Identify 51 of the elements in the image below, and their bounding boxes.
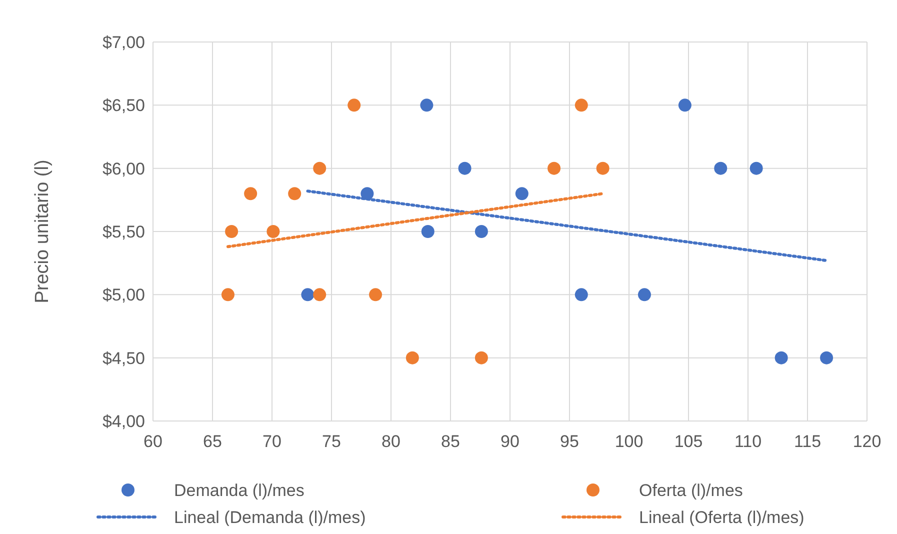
- y-tick-label: $6,00: [102, 159, 145, 178]
- y-tick-label: $4,50: [102, 348, 145, 368]
- legend-label: Oferta (l)/mes: [639, 481, 743, 500]
- y-tick-label: $7,00: [102, 33, 145, 52]
- point: [421, 225, 434, 238]
- x-tick-label: 75: [322, 432, 341, 451]
- x-tick-label: 80: [382, 432, 400, 451]
- x-tick-label: 115: [794, 432, 822, 451]
- point: [301, 288, 314, 302]
- point: [515, 187, 528, 200]
- point: [548, 162, 561, 175]
- y-tick-label: $6,50: [102, 96, 145, 116]
- point: [750, 162, 763, 175]
- point: [474, 225, 488, 238]
- point: [474, 351, 488, 364]
- point: [420, 98, 434, 112]
- point: [574, 98, 588, 112]
- point: [596, 162, 610, 175]
- point: [244, 187, 258, 200]
- x-tick-label: 60: [144, 432, 162, 451]
- point: [348, 98, 361, 112]
- x-tick-label: 105: [674, 432, 703, 451]
- x-tick-label: 85: [441, 432, 460, 451]
- point: [266, 225, 280, 238]
- point: [369, 288, 382, 302]
- point: [225, 225, 238, 238]
- x-tick-label: 120: [852, 432, 882, 451]
- point: [774, 351, 788, 364]
- x-tick-label: 100: [614, 432, 644, 451]
- point: [714, 162, 728, 175]
- x-tick-label: 70: [262, 432, 282, 451]
- point: [288, 187, 302, 200]
- y-tick-label: $5,00: [102, 286, 145, 305]
- y-axis-title: Precio unitario (l): [32, 160, 53, 304]
- x-tick-label: 110: [734, 432, 762, 451]
- point: [360, 187, 374, 200]
- point: [678, 98, 692, 112]
- point: [458, 162, 472, 175]
- x-tick-label: 65: [203, 432, 222, 451]
- point: [820, 351, 834, 364]
- y-tick-label: $5,50: [102, 222, 145, 242]
- y-tick-label: $4,00: [102, 412, 145, 431]
- x-tick-label: 95: [560, 432, 579, 451]
- x-tick-label: 90: [500, 432, 520, 451]
- legend-label: Demanda (l)/mes: [174, 481, 304, 500]
- point: [221, 288, 234, 302]
- point: [574, 288, 588, 302]
- point: [313, 288, 326, 302]
- point: [406, 351, 419, 364]
- point: [313, 162, 326, 175]
- point: [638, 288, 651, 302]
